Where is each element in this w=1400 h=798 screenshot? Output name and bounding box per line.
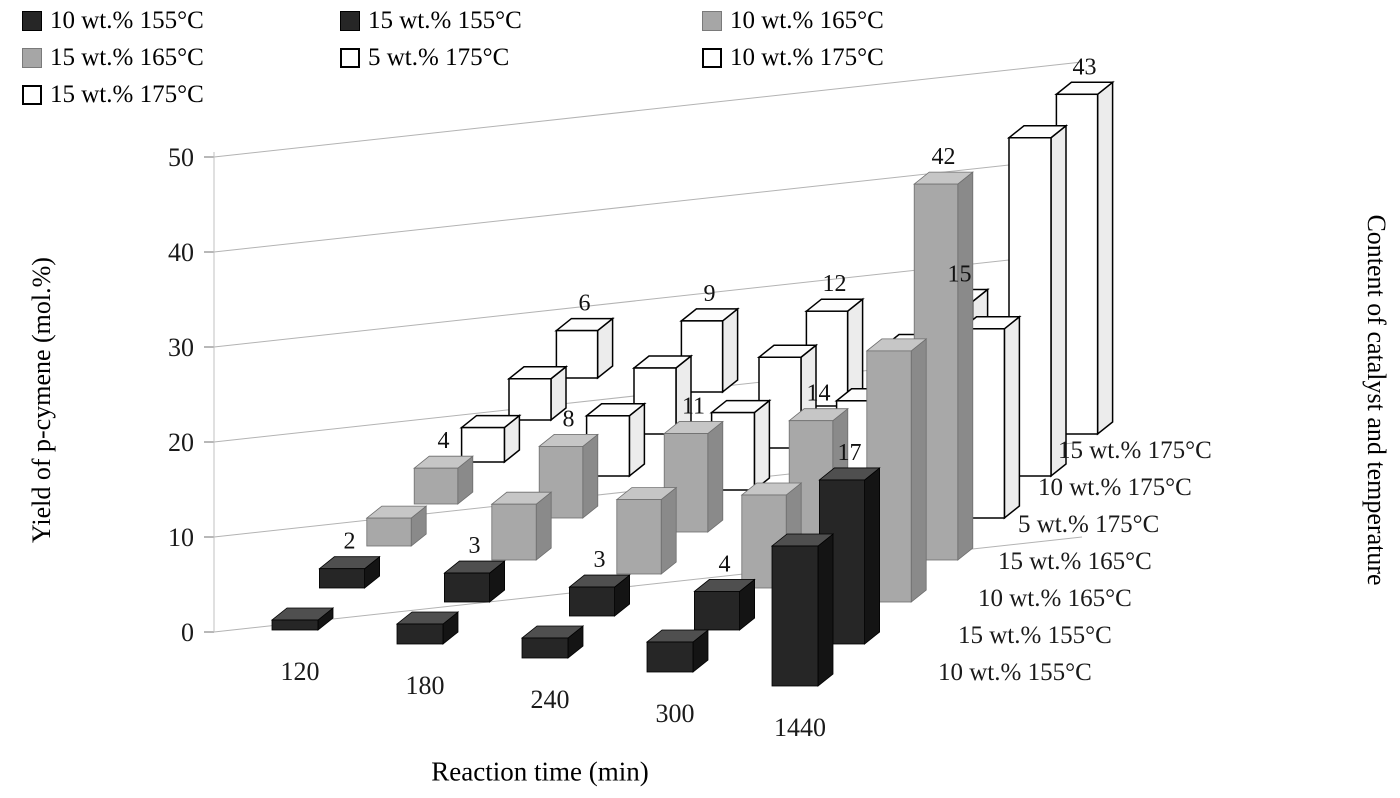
- data-label: 42: [932, 144, 956, 170]
- chart-legend: 10 wt.% 155°C 15 wt.% 155°C 10 wt.% 165°C 1…: [22, 4, 1032, 112]
- bar-front: [508, 378, 552, 421]
- legend-item: 5 wt.% 175°C: [340, 41, 702, 75]
- bar-front: [366, 517, 412, 547]
- data-label: 8: [563, 406, 575, 432]
- bar-side: [957, 171, 974, 561]
- data-label: 43: [1073, 54, 1097, 80]
- series-axis-title: Content of catalyst and temperature: [1362, 214, 1391, 586]
- legend-swatch-white: [340, 48, 360, 68]
- legend-label: 10 wt.% 165°C: [730, 7, 884, 34]
- bar-side: [1096, 80, 1114, 436]
- y-tick-label: 20: [168, 428, 194, 457]
- bar-front: [413, 467, 459, 505]
- legend-swatch-gray: [702, 11, 722, 31]
- series-axis-label: 10 wt.% 165°C: [978, 585, 1132, 612]
- series-axis-label: 10 wt.% 155°C: [938, 659, 1092, 686]
- x-category-label: 300: [656, 699, 695, 728]
- bar-front: [443, 572, 490, 603]
- x-category-label: 1440: [774, 713, 826, 742]
- y-axis-title: Yield of p-cymene (mol.%): [27, 257, 56, 543]
- y-tick-label: 50: [168, 143, 194, 172]
- legend-item: 15 wt.% 165°C: [22, 41, 340, 75]
- bar-side: [1003, 315, 1021, 520]
- legend-item: 15 wt.% 175°C: [22, 78, 340, 112]
- bar-side: [721, 307, 739, 394]
- legend-swatch-white: [22, 85, 42, 105]
- legend-swatch-gray: [22, 48, 42, 68]
- data-label: 9: [704, 281, 716, 307]
- bar-front: [318, 568, 365, 589]
- x-category-label: 180: [406, 671, 445, 700]
- bar-side: [910, 338, 927, 603]
- bar-front: [491, 503, 537, 561]
- legend-swatch-dark: [22, 11, 42, 31]
- bar-side: [660, 486, 677, 575]
- bar-side: [582, 433, 599, 519]
- bar-side: [817, 533, 834, 687]
- legend-label: 15 wt.% 165°C: [50, 44, 204, 71]
- bar-front: [521, 637, 569, 659]
- bar-side: [707, 420, 724, 533]
- series-axis-label: 5 wt.% 175°C: [1018, 511, 1159, 538]
- y-tick-label: 0: [181, 618, 194, 647]
- data-label: 17: [838, 440, 862, 466]
- series-axis-label: 15 wt.% 155°C: [958, 622, 1112, 649]
- bar-front: [271, 619, 319, 631]
- legend-item: 10 wt.% 155°C: [22, 4, 340, 38]
- bar-side: [864, 467, 880, 645]
- legend-item: 10 wt.% 165°C: [702, 4, 1032, 38]
- bar-front: [555, 329, 599, 379]
- y-tick-label: 40: [168, 238, 194, 267]
- bar-side: [753, 399, 771, 492]
- data-label: 15: [948, 262, 972, 288]
- bar-front: [694, 591, 741, 631]
- series-axis-label: 15 wt.% 165°C: [998, 548, 1152, 575]
- data-label: 14: [807, 381, 831, 407]
- legend-item: 15 wt.% 155°C: [340, 4, 702, 38]
- legend-item: 10 wt.% 175°C: [702, 41, 1032, 75]
- data-label: 4: [719, 551, 731, 577]
- bar-front: [616, 499, 662, 575]
- y-tick-label: 30: [168, 333, 194, 362]
- legend-label: 5 wt.% 175°C: [368, 44, 510, 71]
- bar-side: [1050, 124, 1067, 478]
- legend-label: 10 wt.% 155°C: [50, 7, 204, 34]
- data-label: 4: [438, 428, 450, 454]
- bar-front: [633, 367, 677, 435]
- bar-front: [771, 545, 819, 687]
- x-category-label: 120: [281, 657, 320, 686]
- bar-front: [569, 586, 616, 617]
- data-label: 12: [823, 271, 847, 297]
- data-label: 2: [344, 529, 356, 555]
- bar-front: [396, 623, 444, 645]
- series-axis-label: 15 wt.% 175°C: [1058, 437, 1212, 464]
- x-category-label: 240: [531, 685, 570, 714]
- legend-swatch-dark: [340, 11, 360, 31]
- data-label: 3: [469, 533, 481, 559]
- data-label: 11: [682, 394, 705, 420]
- bar-front: [646, 641, 694, 673]
- y-tick-label: 10: [168, 523, 194, 552]
- data-label: 6: [579, 291, 591, 317]
- legend-label: 15 wt.% 155°C: [368, 7, 522, 34]
- data-label: 3: [594, 547, 606, 573]
- x-axis-title: Reaction time (min): [431, 756, 649, 787]
- series-axis-label: 10 wt.% 175°C: [1038, 474, 1192, 501]
- grid-line: [213, 61, 1083, 158]
- legend-label: 10 wt.% 175°C: [730, 44, 884, 71]
- legend-label: 15 wt.% 175°C: [50, 81, 204, 108]
- legend-swatch-white: [702, 48, 722, 68]
